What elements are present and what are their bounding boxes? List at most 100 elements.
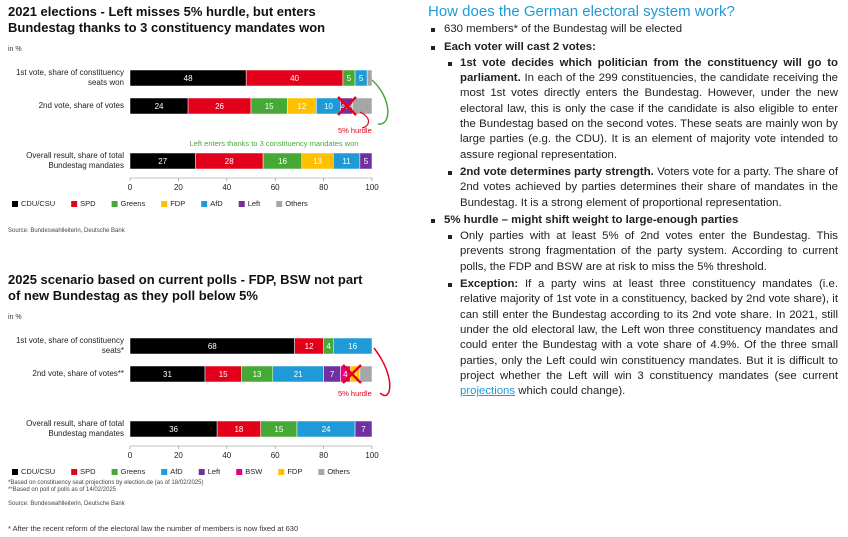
bar-segment [359,365,373,383]
link[interactable]: projections [460,385,516,398]
category-label: 2nd vote, share of votes** [32,369,124,378]
category-label: Overall result, share of total Bundestag… [26,151,124,170]
bullet-lead: 2nd vote determines party strength. [460,165,654,178]
value-label: 13 [313,157,322,166]
value-label: 21 [294,370,303,379]
legend-swatch [71,469,78,475]
sub-bullet: Only parties with at least 5% of 2nd vot… [448,229,838,275]
bullet-lead: Each voter will cast 2 votes: [444,40,596,53]
sub-bullet: 1st vote decides which politician from t… [448,56,838,163]
bar-segment [352,97,373,115]
x-tick-label: 40 [222,183,231,192]
value-label: 4 [326,342,331,351]
category-label: 2nd vote, share of votes [38,101,124,110]
chart: 020406080100482427402628515161213510114.… [0,0,420,265]
bullet-lead: 1st vote decides which politician from t… [460,56,838,85]
value-label: 27 [158,157,167,166]
footnote: * After the recent reform of the elector… [8,524,299,533]
sub-list: Only parties with at least 5% of 2nd vot… [444,229,838,399]
legend-swatch [276,201,283,207]
category-label: 1st vote, share of constituency seats wo… [15,68,124,87]
cross [342,364,362,384]
chart-subtitle: in % [8,46,22,53]
bar-segment [333,337,373,355]
legend-label: Greens [121,199,146,208]
legend-swatch [278,469,285,475]
legend-label: AfD [210,199,223,208]
value-label: 4 [343,370,348,379]
chart-title: 2021 elections - Left misses 5% hurdle, … [8,4,326,35]
x-tick-label: 0 [128,183,133,192]
x-tick-label: 100 [365,451,379,460]
value-label: 26 [215,102,224,111]
value-label: 40 [290,74,299,83]
value-label: 5 [359,74,364,83]
legend-swatch [12,201,18,207]
bullet-lead: Exception: [460,278,519,291]
bullet: 630 members* of the Bundestag will be el… [431,22,838,37]
legend-label: FDP [287,467,302,476]
value-label: 15 [274,425,283,434]
sub-bullet: Exception: If a party wins at least thre… [448,277,838,399]
bullet-text: 630 members* of the Bundestag will be el… [444,23,683,36]
legend-label: CDU/CSU [21,467,55,476]
value-label: 10 [324,102,333,111]
legend-label: Others [285,199,308,208]
legend-swatch [318,469,325,475]
bullet: Each voter will cast 2 votes: 1st vote d… [431,40,838,211]
value-label: 11 [342,157,351,166]
bullet: 5% hurdle – might shift weight to large-… [431,213,838,400]
legend-label: Others [327,467,350,476]
legend-label: Left [248,199,261,208]
legend-swatch [236,469,243,475]
legend-label: FDP [170,199,185,208]
value-label: 15 [219,370,228,379]
x-tick-label: 20 [174,183,183,192]
bullet-text: In each of the 299 constituencies, the c… [460,72,838,161]
bar-segment [366,69,373,87]
chart-subtitle: in % [8,314,22,321]
legend-swatch [111,469,118,475]
x-tick-label: 80 [319,451,328,460]
sub-bullet: 2nd vote determines party strength. Vote… [448,165,838,211]
bullet-list: 630 members* of the Bundestag will be el… [428,22,838,399]
value-label: 16 [278,157,287,166]
value-label: 13 [253,370,262,379]
legend-swatch [71,201,78,207]
legend-label: SPD [80,199,96,208]
value-label: 36 [169,425,178,434]
x-tick-label: 20 [174,451,183,460]
value-label: 16 [348,342,357,351]
value-label: 24 [155,102,164,111]
legend-label: BSW [245,467,263,476]
value-label: 48 [184,74,193,83]
category-label: Overall result, share of total Bundestag… [26,419,124,438]
bar-segment [359,152,373,170]
x-tick-label: 60 [271,183,280,192]
legend-swatch [201,201,208,207]
value-label: 5 [347,74,352,83]
source: Source: Bundeswahlleiterin, Deutsche Ban… [8,228,125,234]
value-label: 7 [361,425,366,434]
value-label: 18 [234,425,243,434]
bullet-text: Voters vote for a party. The share of 2n… [460,165,838,209]
x-tick-label: 0 [128,451,133,460]
arrow [373,347,391,397]
bar-segment [354,420,373,438]
note: **Based on poll of polls as of 14/02/202… [8,487,117,493]
bullet-text: If a party wins at least three constitue… [460,278,838,382]
legend-swatch [111,201,118,207]
legend-label: CDU/CSU [21,199,55,208]
value-label: 12 [305,342,314,351]
legend-label: SPD [80,467,96,476]
chart-title: 2025 scenario based on current polls - F… [8,272,363,303]
value-label: 24 [322,425,331,434]
legend-swatch [161,469,168,475]
value-label: 5 [364,157,369,166]
explainer-title: How does the German electoral system wor… [428,3,735,20]
chart: 0 20 40 60 80 100 68 31 36 12 15 18 4 13 15 16 21 24 7 7 4 4 C… [0,268,420,533]
bullet-text: which could change). [518,385,626,398]
legend-swatch [198,469,205,475]
x-tick-label: 100 [365,183,379,192]
